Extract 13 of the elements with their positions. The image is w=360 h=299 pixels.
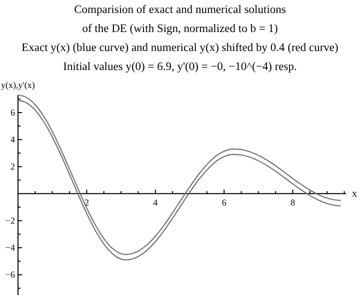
x-axis-title: x: [352, 188, 357, 200]
y-tick-label: −4: [5, 242, 16, 253]
y-tick-label: −2: [5, 216, 15, 226]
y-tick-label: 2: [10, 162, 15, 172]
y-tick-label: 6: [10, 108, 16, 118]
y-tick-label: 4: [10, 134, 16, 145]
x-tick-label: 6: [222, 198, 227, 208]
x-tick-label: 4: [153, 198, 158, 208]
y-axis-title: y(x),y'(x): [1, 80, 35, 90]
chart-subtitle: Exact y(x) (blue curve) and numerical y(x) shifted by 0.4 (red curve) Initial values y(0) = 6.9, y'(0) = −0, −10^(−4) resp.: [22, 42, 339, 73]
x-tick-label: 8: [290, 198, 296, 208]
y-tick-label: −6: [5, 270, 16, 280]
chart-title: Comparision of exact and numerical solutions of the DE (with Sign, normalized to b = 1): [74, 4, 286, 35]
